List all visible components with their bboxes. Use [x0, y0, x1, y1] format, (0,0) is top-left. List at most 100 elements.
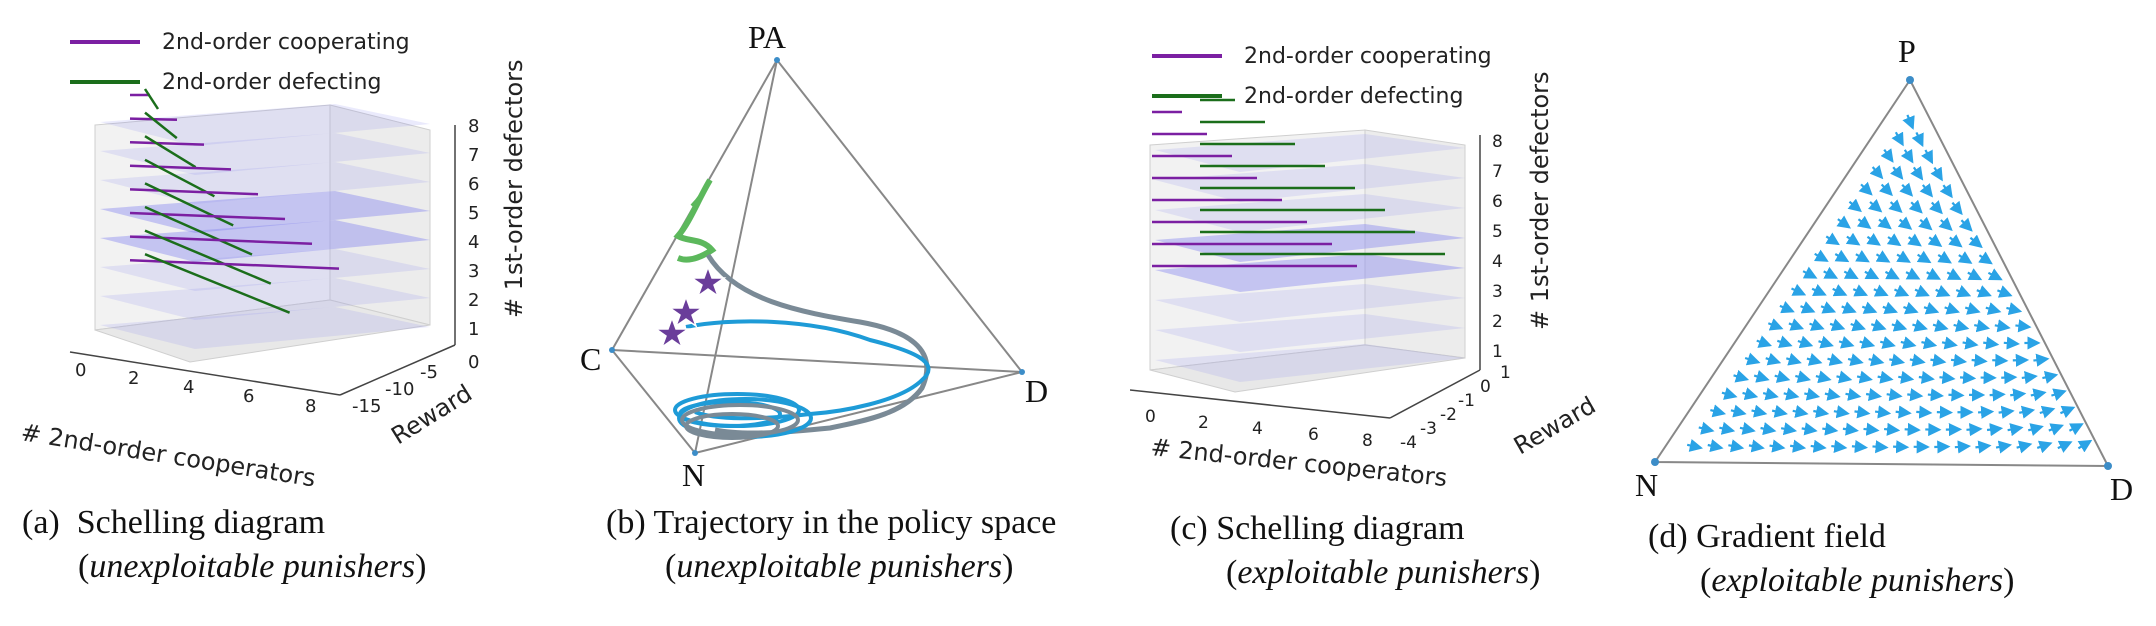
- gradient-arrow: [1914, 284, 1930, 297]
- gradient-arrow: [1870, 318, 1887, 332]
- gradient-arrow: [1944, 302, 1960, 315]
- tick-label: 0: [468, 352, 479, 373]
- gradient-arrow: [2015, 319, 2032, 333]
- z-tick-labels: 1 2 3 4 5 6 7 8: [468, 116, 479, 340]
- plane: [1155, 284, 1465, 322]
- gradient-arrow: [1910, 165, 1924, 181]
- gradient-arrow: [1923, 301, 1940, 315]
- gradient-arrow: [1783, 387, 1800, 401]
- gradient-arrow: [1908, 199, 1923, 214]
- gradient-arrow: [1962, 336, 1979, 350]
- gradient-arrow: [1957, 251, 1973, 264]
- gradient-arrow: [1954, 440, 1972, 454]
- gradient-arrow: [1994, 319, 2011, 333]
- gradient-arrow: [1921, 336, 1938, 350]
- gradient-arrow: [1824, 387, 1841, 401]
- gradient-arrow: [1841, 301, 1857, 314]
- gradient-arrow: [1776, 335, 1793, 349]
- tick-label: 1: [468, 319, 479, 340]
- gradient-arrow: [1897, 216, 1913, 230]
- gradient-arrow: [1820, 301, 1837, 314]
- defecting-segment: [144, 111, 178, 140]
- caption-subtitle: unexploitable punishers: [676, 548, 1003, 585]
- caption-title: Schelling diagram: [76, 504, 326, 541]
- gradient-arrow: [1829, 318, 1846, 332]
- star-icon: [689, 264, 727, 298]
- gradient-arrow: [1916, 250, 1932, 264]
- cooperating-segment: [129, 164, 232, 171]
- tick-label: 6: [468, 174, 479, 195]
- x-tick-labels: 0 2 4 6 8: [1145, 407, 1373, 451]
- plane: [1155, 254, 1465, 292]
- gradient-arrow: [1856, 370, 1873, 384]
- tick-label: 6: [1492, 192, 1503, 212]
- gradient-arrow: [1882, 301, 1898, 315]
- tick-label: -1: [1458, 391, 1475, 411]
- gradient-arrow: [1847, 353, 1864, 367]
- y-tick-labels: -15 -10 -5 0: [352, 352, 479, 417]
- plane: [100, 104, 430, 146]
- gradient-arrow: [1818, 335, 1834, 349]
- gradient-arrow: [1856, 215, 1872, 229]
- gradient-arrow: [1811, 283, 1827, 296]
- gradient-arrow: [1804, 387, 1821, 401]
- gradient-arrow: [1975, 440, 1992, 454]
- gradient-arrow: [1753, 370, 1770, 383]
- gradient-arrow: [1971, 353, 1988, 367]
- gradient-arrow: [1918, 370, 1935, 384]
- cooperating-segment: [129, 188, 259, 196]
- gradient-arrow: [1907, 388, 1924, 402]
- gradient-arrow: [1813, 405, 1830, 419]
- gradient-arrow: [1832, 284, 1848, 297]
- schelling-plot-c: 0 2 4 6 8 -4 -3 -2 -1 0 1 1 2 3 4 5 6 7 …: [1130, 71, 1600, 492]
- gradient-arrow: [1765, 352, 1782, 366]
- tick-label: -10: [385, 379, 414, 400]
- caption-label: (d): [1648, 518, 1688, 555]
- tick-label: 3: [468, 261, 479, 282]
- gradient-arrow: [1992, 353, 2009, 367]
- gradient-arrow: [1719, 421, 1736, 435]
- y-tick-labels: -4 -3 -2 -1 0 1: [1400, 363, 1511, 453]
- gradient-arrow: [1986, 423, 2004, 437]
- panel-c: 2nd-order cooperating 2nd-order defectin…: [1130, 0, 1620, 626]
- gradient-arrow: [2001, 371, 2018, 385]
- gradient-arrow: [1927, 388, 1945, 402]
- tick-label: -5: [420, 362, 438, 383]
- gradient-arrow: [1976, 285, 1992, 298]
- gradient-arrow: [1907, 233, 1922, 247]
- panel-d: P N D (d) Gradient field (exploitable pu…: [1620, 0, 2156, 626]
- gradient-arrow: [1854, 405, 1871, 419]
- gradient-arrow: [1730, 404, 1747, 418]
- tick-label: 0: [1145, 407, 1156, 427]
- caption-title: Gradient field: [1696, 518, 1886, 555]
- gradient-arrow: [2007, 423, 2024, 437]
- gradient-arrow: [2051, 388, 2067, 401]
- gradient-arrow: [1843, 267, 1859, 279]
- caption-c: (c) Schelling diagram: [1170, 510, 1465, 548]
- tick-label: 8: [1492, 132, 1503, 152]
- tick-label: -15: [352, 396, 381, 417]
- gradient-arrow: [1767, 318, 1784, 331]
- gradient-arrow: [1867, 198, 1883, 213]
- gradient-arrow: [1929, 200, 1943, 215]
- legend-label: 2nd-order cooperating: [162, 29, 410, 55]
- gradient-arrow: [1938, 217, 1953, 231]
- tick-label: 7: [1492, 162, 1503, 182]
- caption-c-sub: (exploitable punishers): [1226, 554, 1541, 591]
- gradient-arrow: [1852, 284, 1869, 297]
- gradient-arrow: [2059, 405, 2076, 419]
- tick-label: 2: [468, 290, 479, 311]
- gradient-arrow: [1959, 370, 1977, 385]
- gradient-arrow: [1912, 319, 1928, 332]
- gradient-arrow: [2027, 423, 2044, 436]
- caption-subtitle: unexploitable punishers: [89, 548, 416, 585]
- gradient-arrow: [1888, 199, 1903, 214]
- gradient-arrow: [1898, 370, 1915, 384]
- gradient-arrow: [1904, 422, 1921, 437]
- gradient-arrow: [1926, 267, 1942, 280]
- gradient-arrow: [1865, 388, 1883, 402]
- gradient-arrow: [1891, 318, 1908, 332]
- tick-label: -4: [1400, 433, 1417, 453]
- gradient-arrow: [1831, 439, 1848, 453]
- plane: [100, 133, 430, 175]
